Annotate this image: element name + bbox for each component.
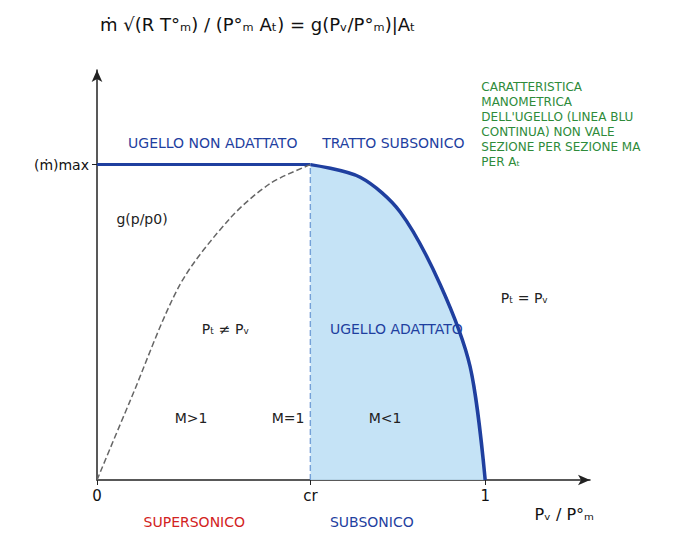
svg-text:SEZIONE PER SEZIONE MA: SEZIONE PER SEZIONE MA [481, 140, 644, 154]
svg-text:UGELLO NON ADATTATO: UGELLO NON ADATTATO [128, 135, 297, 151]
svg-text:DELL'UGELLO (LINEA BLU: DELL'UGELLO (LINEA BLU [481, 110, 637, 124]
svg-text:1: 1 [480, 487, 490, 505]
svg-text:SUPERSONICO: SUPERSONICO [144, 514, 245, 530]
svg-text:PER Aₜ: PER Aₜ [481, 155, 520, 169]
svg-text:CONTINUA) NON VALE: CONTINUA) NON VALE [481, 125, 618, 139]
svg-text:Pₜ ≠ Pᵥ: Pₜ ≠ Pᵥ [202, 321, 249, 337]
svg-text:g(p/p0): g(p/p0) [116, 211, 167, 227]
svg-text:UGELLO ADATTATO: UGELLO ADATTATO [330, 321, 463, 337]
svg-text:ṁ √(R T°ₘ) / (P°ₘ Aₜ) = g(Pᵥ/P: ṁ √(R T°ₘ) / (P°ₘ Aₜ) = g(Pᵥ/P°ₘ)|Aₜ [100, 14, 415, 35]
svg-text:(ṁ)max: (ṁ)max [34, 157, 89, 173]
svg-text:Pᵥ / P°ₘ: Pᵥ / P°ₘ [535, 505, 595, 524]
svg-text:M>1: M>1 [175, 410, 208, 426]
svg-text:cr: cr [303, 487, 318, 505]
svg-text:Pₜ = Pᵥ: Pₜ = Pᵥ [501, 290, 548, 306]
svg-text:M=1: M=1 [272, 410, 305, 426]
svg-text:0: 0 [92, 487, 102, 505]
svg-text:MANOMETRICA: MANOMETRICA [481, 95, 576, 109]
svg-text:CARATTERISTICA: CARATTERISTICA [481, 80, 586, 94]
svg-text:M<1: M<1 [369, 410, 402, 426]
svg-text:TRATTO SUBSONICO: TRATTO SUBSONICO [321, 135, 464, 151]
svg-text:SUBSONICO: SUBSONICO [330, 514, 414, 530]
